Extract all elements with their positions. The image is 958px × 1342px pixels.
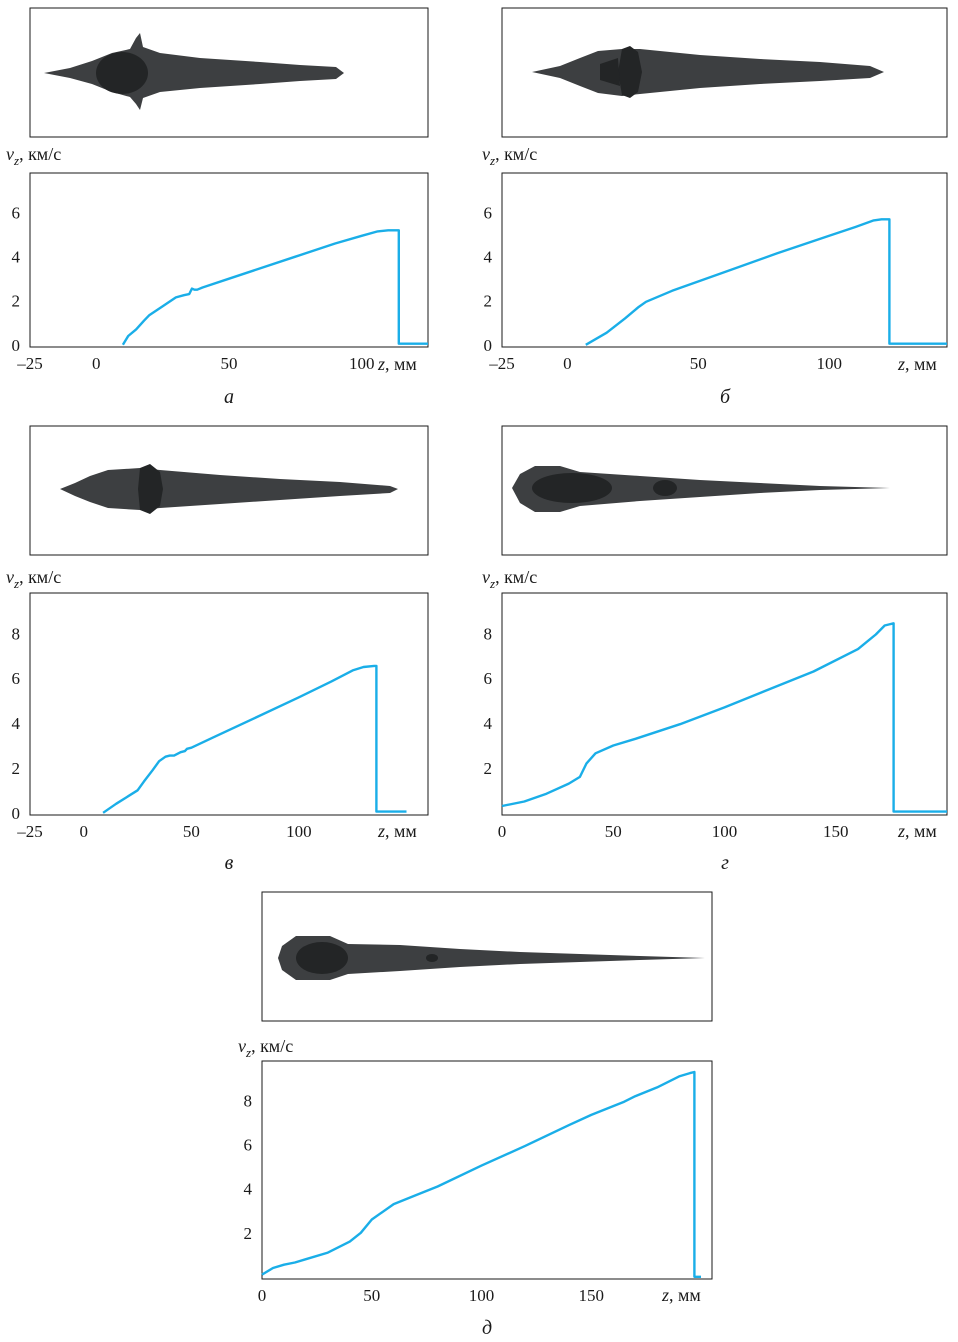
x-tick-label: –25 bbox=[16, 354, 43, 373]
y-axis-label: vz, км/с bbox=[6, 144, 61, 168]
x-tick-label: 0 bbox=[92, 354, 101, 373]
x-tick-label: 0 bbox=[498, 822, 507, 841]
plot-frame bbox=[501, 172, 948, 348]
x-tick-label: 100 bbox=[712, 822, 738, 841]
jet-image-frame bbox=[29, 7, 429, 138]
panel-label: г bbox=[721, 852, 729, 874]
x-axis-label: z, мм bbox=[661, 1285, 701, 1305]
y-tick-label: 8 bbox=[244, 1092, 253, 1111]
panel-label: б bbox=[720, 386, 731, 408]
x-tick-label: –25 bbox=[488, 354, 515, 373]
jet-image-frame bbox=[501, 425, 948, 556]
x-tick-label: 50 bbox=[221, 354, 238, 373]
x-tick-label: 0 bbox=[258, 1286, 267, 1305]
jet-image-frame bbox=[501, 7, 948, 138]
y-tick-label: 4 bbox=[484, 714, 493, 733]
x-tick-label: 50 bbox=[690, 354, 707, 373]
plot-frame bbox=[501, 592, 948, 816]
x-tick-label: 100 bbox=[349, 354, 375, 373]
x-axis-label: z, мм bbox=[377, 354, 417, 374]
y-tick-label: 6 bbox=[12, 204, 21, 223]
y-tick-label: 4 bbox=[12, 248, 21, 267]
y-tick-label: 2 bbox=[12, 292, 21, 311]
y-tick-label: 4 bbox=[12, 714, 21, 733]
y-axis-label: vz, км/с bbox=[238, 1036, 293, 1060]
y-tick-label: 0 bbox=[12, 804, 21, 823]
panel-label: а bbox=[224, 386, 234, 408]
y-tick-label: 6 bbox=[484, 204, 493, 223]
y-tick-label: 6 bbox=[12, 669, 21, 688]
x-tick-label: 100 bbox=[286, 822, 312, 841]
jet-image bbox=[532, 46, 884, 98]
x-axis-label: z, мм bbox=[377, 821, 417, 841]
y-axis-label: vz, км/с bbox=[482, 144, 537, 168]
jet-image bbox=[60, 464, 398, 514]
y-tick-label: 8 bbox=[12, 624, 21, 643]
series-line bbox=[121, 229, 428, 346]
panel-label: в bbox=[225, 852, 234, 874]
x-tick-label: 0 bbox=[80, 822, 89, 841]
panel-label: д bbox=[482, 1317, 492, 1339]
x-tick-label: –25 bbox=[16, 822, 43, 841]
y-tick-label: 6 bbox=[484, 669, 493, 688]
y-axis-label: vz, км/с bbox=[482, 567, 537, 591]
x-tick-label: 150 bbox=[823, 822, 849, 841]
panel-d: vz, км/с 0 50 100 150 2 4 6 8 z, мм д bbox=[238, 891, 713, 1339]
y-tick-label: 4 bbox=[484, 248, 493, 267]
plot-frame bbox=[261, 1060, 713, 1280]
y-tick-label: 0 bbox=[484, 336, 493, 355]
series-line bbox=[261, 1070, 701, 1278]
plot-frame bbox=[29, 592, 429, 816]
y-tick-label: 8 bbox=[484, 624, 493, 643]
y-tick-label: 0 bbox=[12, 336, 21, 355]
x-tick-label: 150 bbox=[579, 1286, 605, 1305]
axis-ticks: 0 50 100 150 2 4 6 8 bbox=[484, 624, 849, 841]
x-tick-label: 50 bbox=[183, 822, 200, 841]
y-tick-label: 6 bbox=[244, 1136, 253, 1155]
jet-image bbox=[512, 466, 890, 512]
series-line bbox=[501, 622, 947, 813]
plot-frame bbox=[29, 172, 429, 348]
x-tick-label: 50 bbox=[363, 1286, 380, 1305]
x-axis-label: z, мм bbox=[897, 821, 937, 841]
series-line bbox=[585, 218, 947, 346]
y-tick-label: 2 bbox=[244, 1224, 253, 1243]
jet-image-frame bbox=[29, 425, 429, 556]
y-axis-label: vz, км/с bbox=[6, 567, 61, 591]
y-tick-label: 2 bbox=[12, 759, 21, 778]
series-line bbox=[102, 664, 407, 814]
x-tick-label: 50 bbox=[605, 822, 622, 841]
y-tick-label: 4 bbox=[244, 1180, 253, 1199]
y-tick-label: 2 bbox=[484, 759, 493, 778]
jet-image-frame bbox=[261, 891, 713, 1022]
x-tick-label: 100 bbox=[816, 354, 842, 373]
jet-image bbox=[278, 936, 705, 980]
axis-ticks: 0 50 100 150 2 4 6 8 bbox=[244, 1092, 605, 1305]
panel-g: vz, км/с 0 50 100 150 2 4 6 8 z, мм г bbox=[482, 425, 948, 874]
x-tick-label: 100 bbox=[469, 1286, 495, 1305]
x-axis-label: z, мм bbox=[897, 354, 937, 374]
y-tick-label: 2 bbox=[484, 292, 493, 311]
x-tick-label: 0 bbox=[563, 354, 572, 373]
jet-image bbox=[44, 33, 344, 110]
